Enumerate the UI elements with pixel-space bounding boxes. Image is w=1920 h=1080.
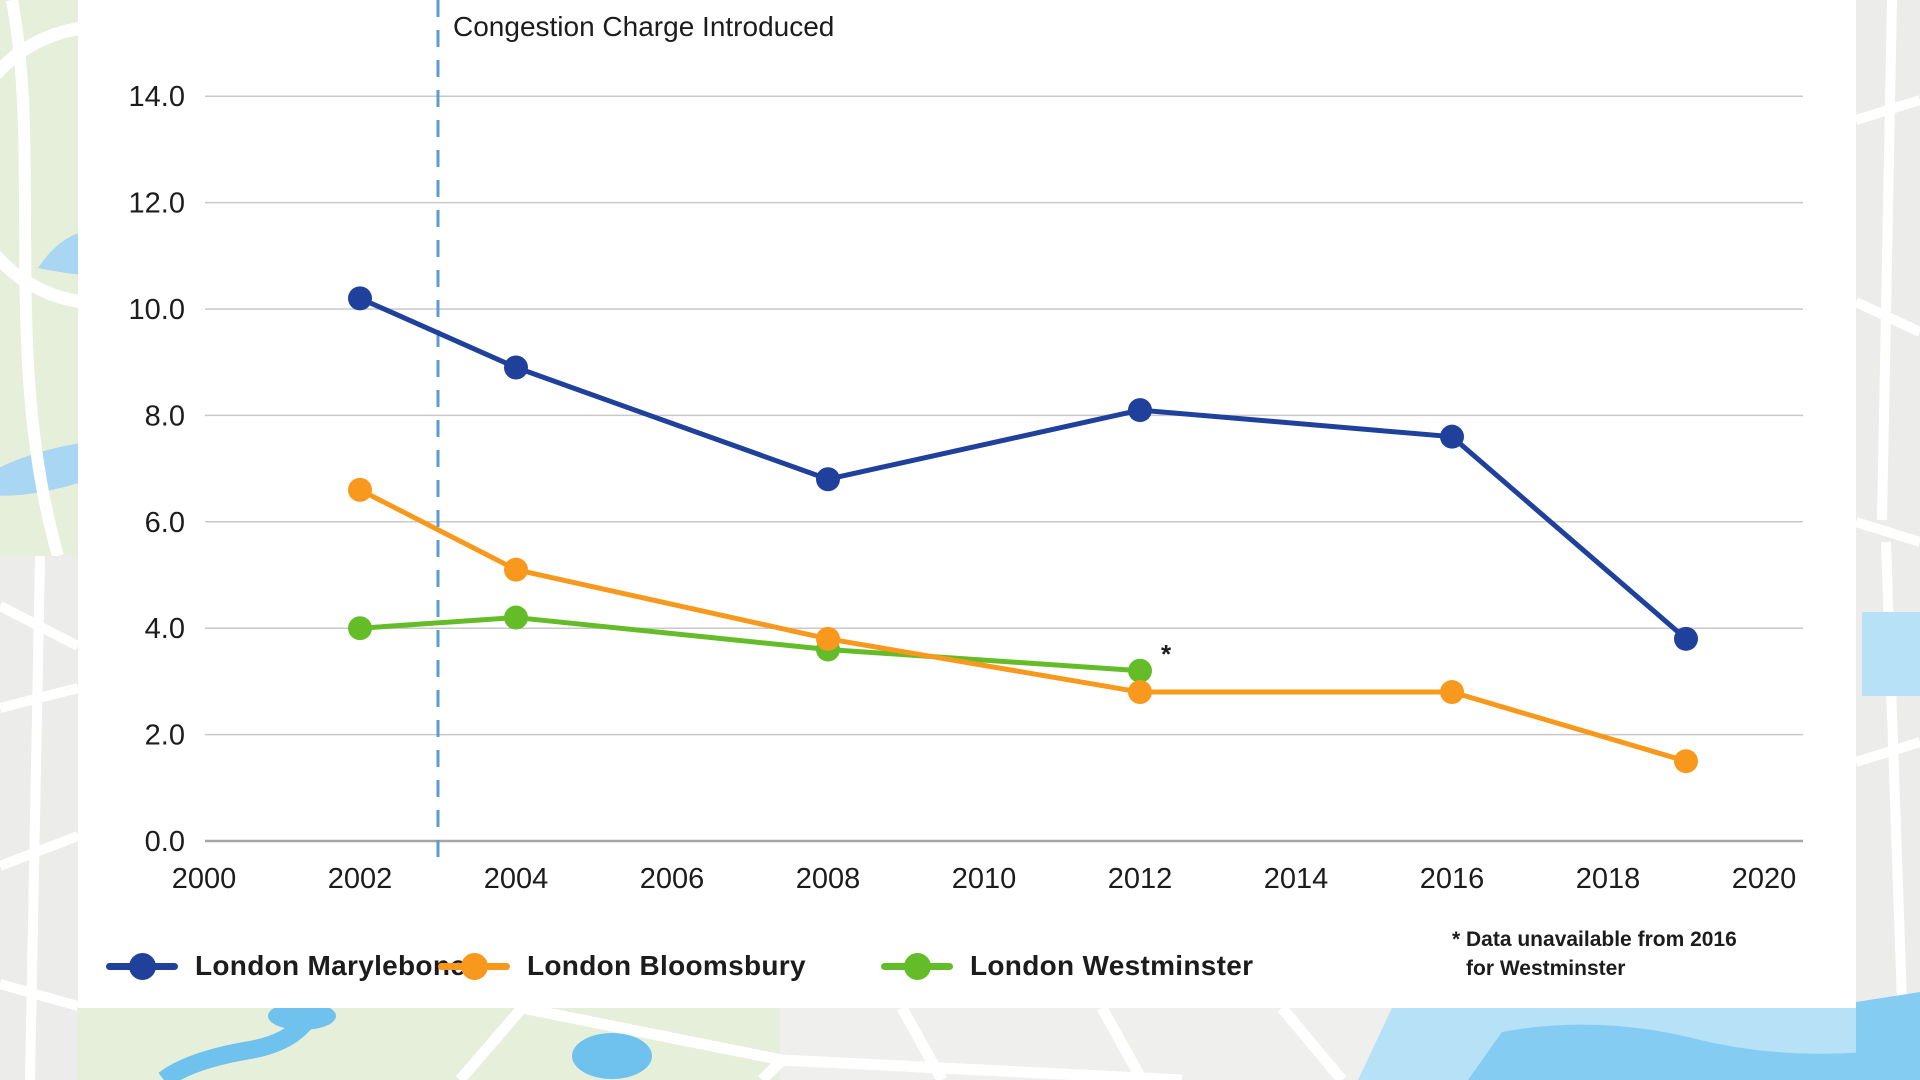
map-pond [268, 1002, 336, 1030]
chart-legend: London Marylebone London Bloomsbury Lond… [0, 944, 1920, 988]
legend-item-marylebone: London Marylebone [106, 944, 466, 988]
legend-label: London Westminster [970, 950, 1254, 981]
footnote-line2: for Westminster [1466, 957, 1626, 980]
legend-label: London Marylebone [195, 950, 467, 981]
line-dot-marker-icon [438, 952, 510, 980]
line-dot-marker-icon [881, 952, 953, 980]
line-dot-marker-icon [106, 952, 178, 980]
map-bottom-band [78, 1002, 1920, 1080]
legend-item-bloomsbury: London Bloomsbury [438, 944, 806, 988]
map-pond-center [572, 1033, 652, 1079]
map-water-right-deep [1468, 1024, 1920, 1080]
chart-panel [78, 0, 1856, 1008]
footnote-line1: * Data unavailable from 2016 [1452, 928, 1737, 951]
map-water-edge [1862, 612, 1920, 696]
map-blocks-right [1853, 0, 1920, 1080]
map-blocks-left [0, 555, 81, 1080]
legend-label: London Bloomsbury [527, 950, 806, 981]
chart-footnote: * Data unavailable from 2016 for Westmin… [1452, 925, 1737, 983]
legend-item-westminster: London Westminster [881, 944, 1253, 988]
